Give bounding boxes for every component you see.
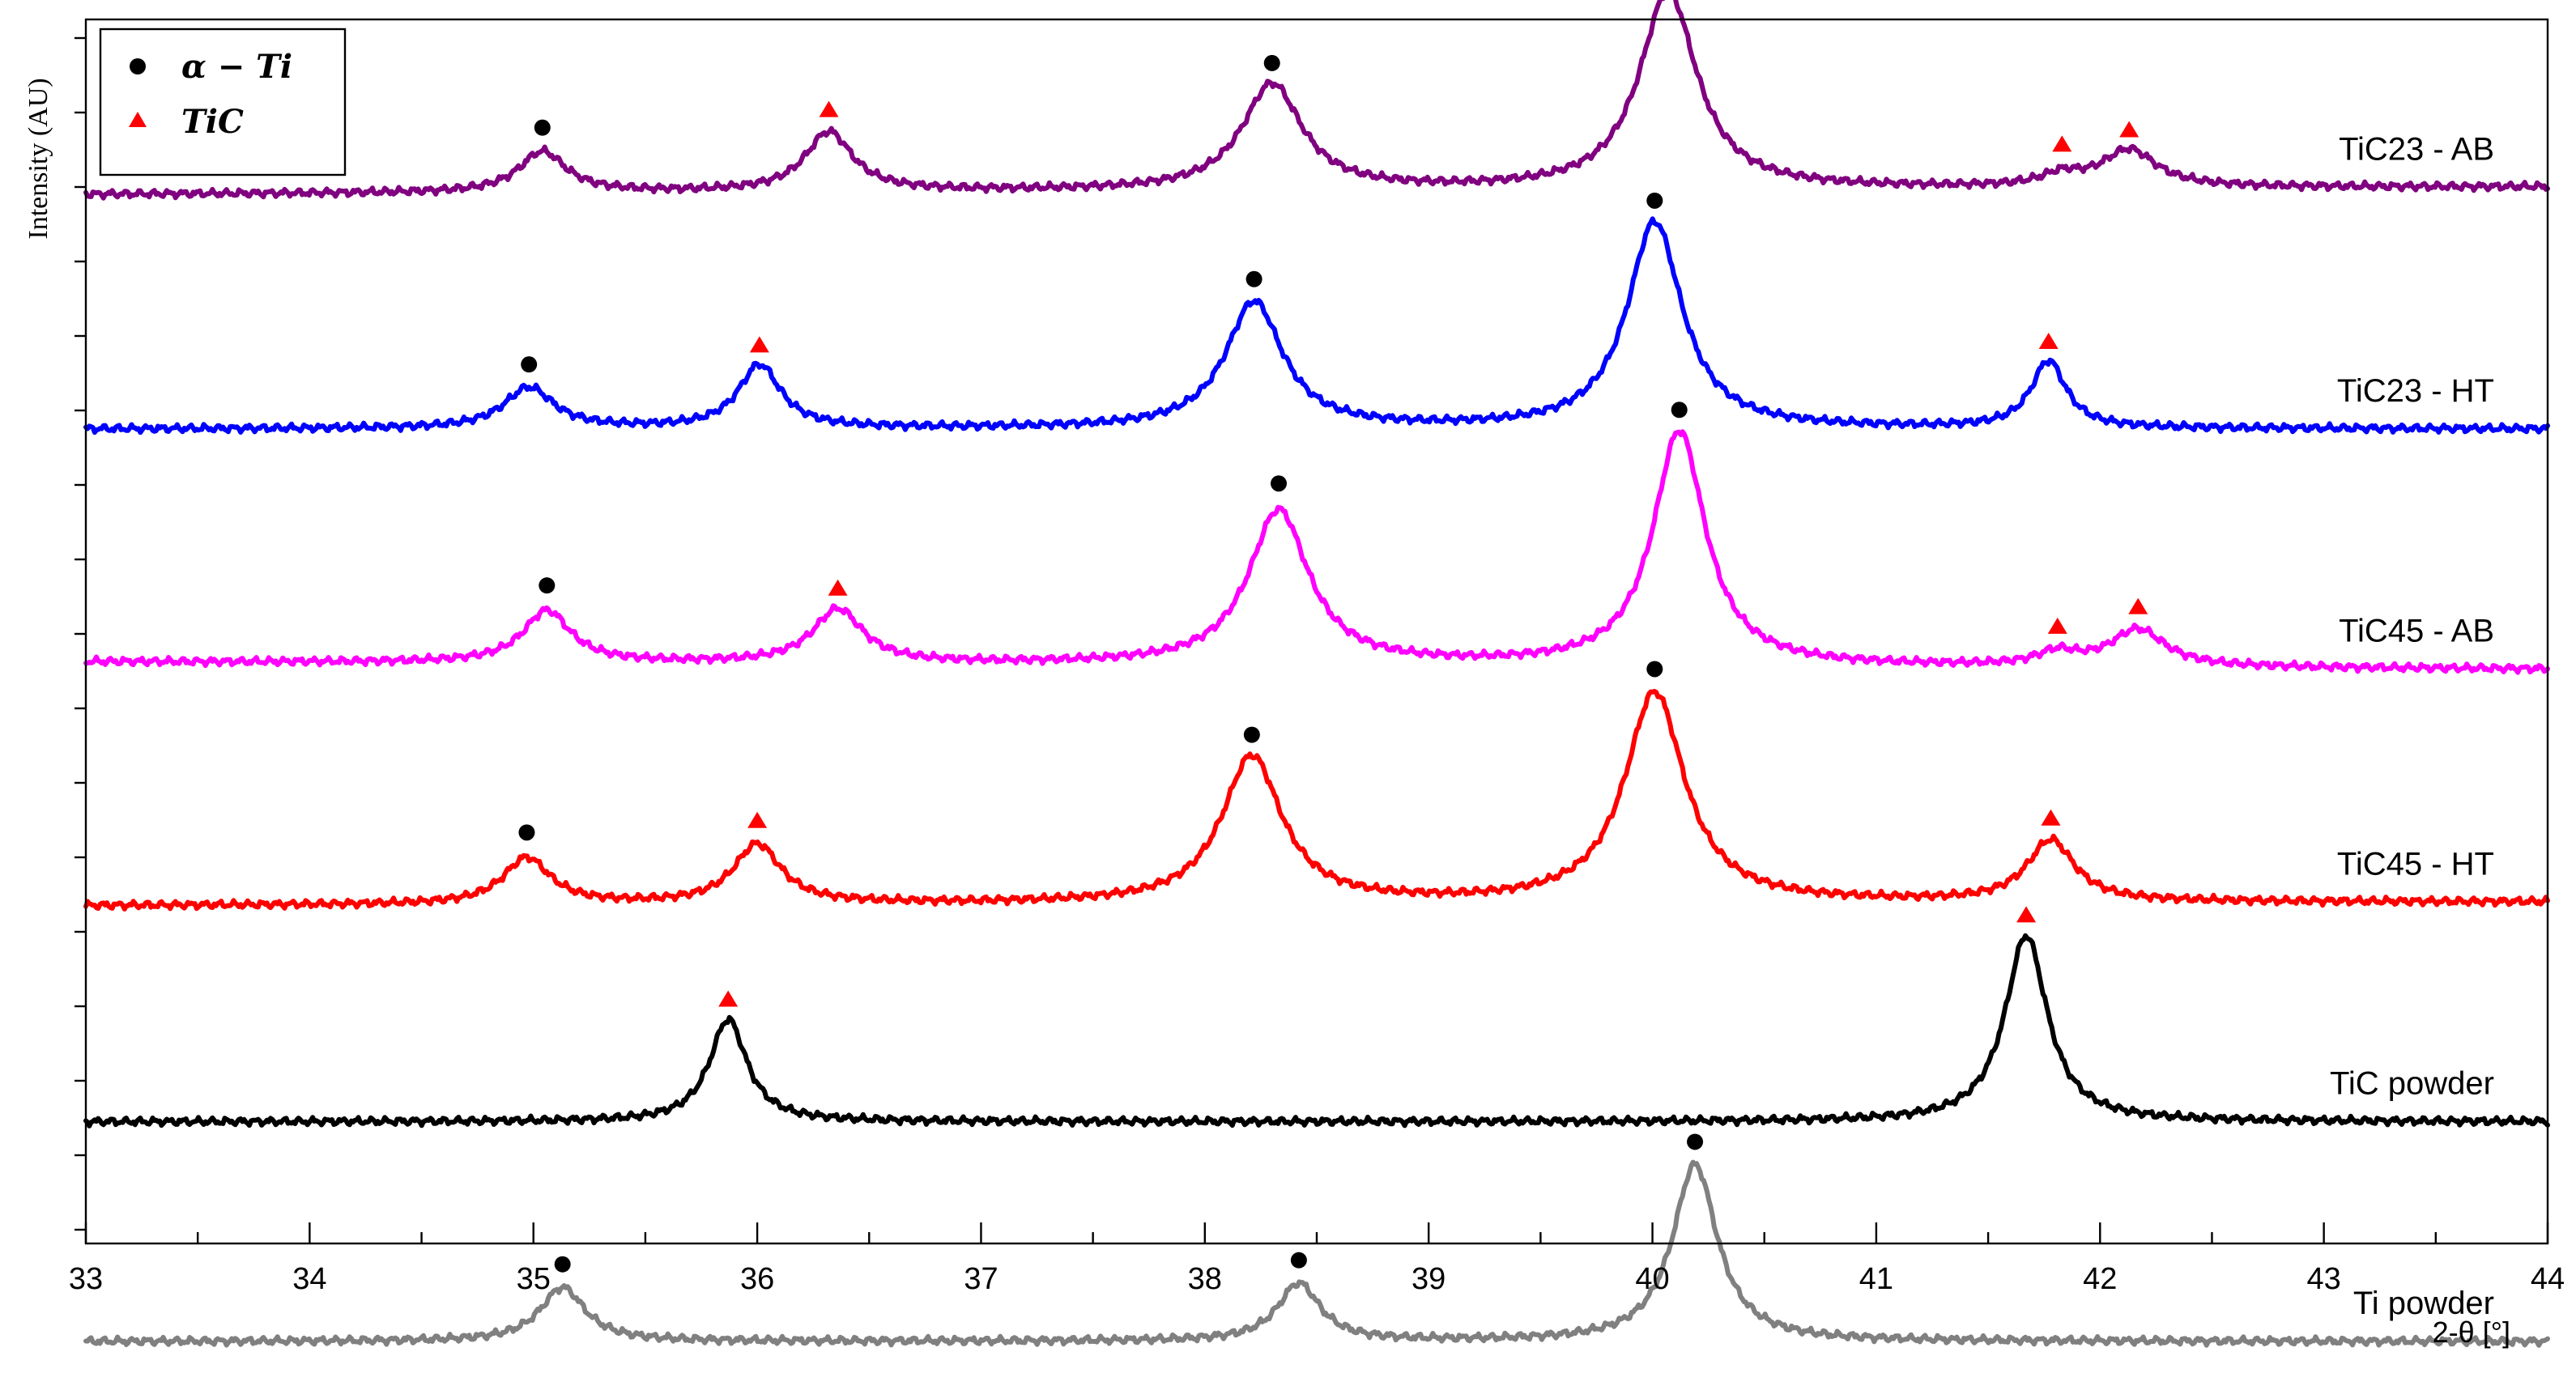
legend-tic-marker	[129, 112, 147, 127]
tic-peak-marker	[718, 990, 739, 1007]
legend-alpha-ti-label: α − Ti	[181, 48, 292, 86]
alpha-ti-peak-marker	[1646, 192, 1663, 209]
x-tick-label: 33	[69, 1262, 103, 1296]
alpha-ti-peak-marker	[1646, 661, 1663, 678]
y-axis-title: Intensity (AU)	[23, 78, 53, 239]
series-label-ti-powder: Ti powder	[2353, 1286, 2494, 1321]
alpha-ti-peak-marker	[554, 1256, 571, 1273]
tic-peak-marker	[747, 811, 768, 828]
legend-box	[99, 28, 347, 176]
tic-peak-marker	[2041, 809, 2061, 826]
tic-peak-marker	[2016, 906, 2037, 923]
series-label-tic-powder: TiC powder	[2330, 1066, 2494, 1102]
x-tick-label: 36	[740, 1262, 774, 1296]
tic-peak-marker	[819, 100, 839, 117]
tic-peak-marker	[828, 579, 848, 596]
series-line-tic45-ab	[83, 429, 2550, 675]
x-tick-label: 35	[517, 1262, 551, 1296]
series-line-ti-powder	[83, 1159, 2550, 1348]
series-line-tic23-ab	[83, 0, 2550, 201]
x-tick-label: 39	[1411, 1262, 1446, 1296]
alpha-ti-peak-marker	[1271, 475, 1288, 492]
legend-tic-label: TiC	[181, 103, 244, 141]
alpha-ti-peak-marker	[1671, 402, 1688, 419]
x-tick-label: 40	[1635, 1262, 1669, 1296]
x-tick-label: 42	[2083, 1262, 2117, 1296]
alpha-ti-peak-marker	[1245, 270, 1262, 287]
series-labels: TiC23 - AB TiC23 - HT TiC45 - AB TiC45 - HT…	[2330, 131, 2494, 1321]
x-axis-title: 2-θ [°]	[2433, 1316, 2510, 1349]
series-label-tic23-ht: TiC23 - HT	[2337, 373, 2494, 409]
peak-markers	[518, 54, 2148, 1273]
tic-peak-marker	[2038, 333, 2059, 350]
series-label-tic45-ht: TiC45 - HT	[2337, 846, 2494, 882]
tic-peak-marker	[749, 336, 769, 353]
x-tick-label: 44	[2531, 1262, 2565, 1296]
x-axis-ticks	[84, 1222, 2549, 1243]
alpha-ti-peak-marker	[534, 119, 551, 136]
x-tick-label: 41	[1859, 1262, 1893, 1296]
alpha-ti-peak-marker	[518, 824, 535, 841]
series-label-tic45-ab: TiC45 - AB	[2339, 613, 2494, 648]
legend: α − Ti TiC	[99, 28, 347, 176]
x-tick-label: 34	[292, 1262, 326, 1296]
series-label-tic23-ab: TiC23 - AB	[2339, 131, 2494, 167]
legend-alpha-ti-marker	[130, 58, 146, 74]
alpha-ti-peak-marker	[1263, 54, 1280, 71]
alpha-ti-peak-marker	[1687, 1133, 1704, 1150]
y-axis-ticks	[75, 36, 86, 1231]
tic-peak-marker	[2128, 597, 2148, 614]
series-line-tic23-ht	[83, 216, 2550, 436]
tic-peak-marker	[2052, 135, 2072, 152]
plot-area-frame	[84, 18, 2549, 1245]
diffraction-patterns	[83, 0, 2550, 1348]
x-tick-label: 37	[964, 1262, 998, 1296]
series-line-tic45-ht	[83, 688, 2550, 912]
x-tick-label: 38	[1188, 1262, 1222, 1296]
tic-peak-marker	[2047, 617, 2067, 634]
tic-peak-marker	[2119, 121, 2140, 138]
alpha-ti-peak-marker	[539, 577, 556, 594]
x-tick-label: 43	[2306, 1262, 2340, 1296]
alpha-ti-peak-marker	[1290, 1252, 1307, 1269]
x-axis-tick-labels: 33 34 35 36 37 38 39 40 41 42 43 44	[69, 1262, 2565, 1296]
series-line-tic-powder	[83, 933, 2550, 1129]
alpha-ti-peak-marker	[1243, 726, 1260, 743]
alpha-ti-peak-marker	[521, 356, 538, 373]
